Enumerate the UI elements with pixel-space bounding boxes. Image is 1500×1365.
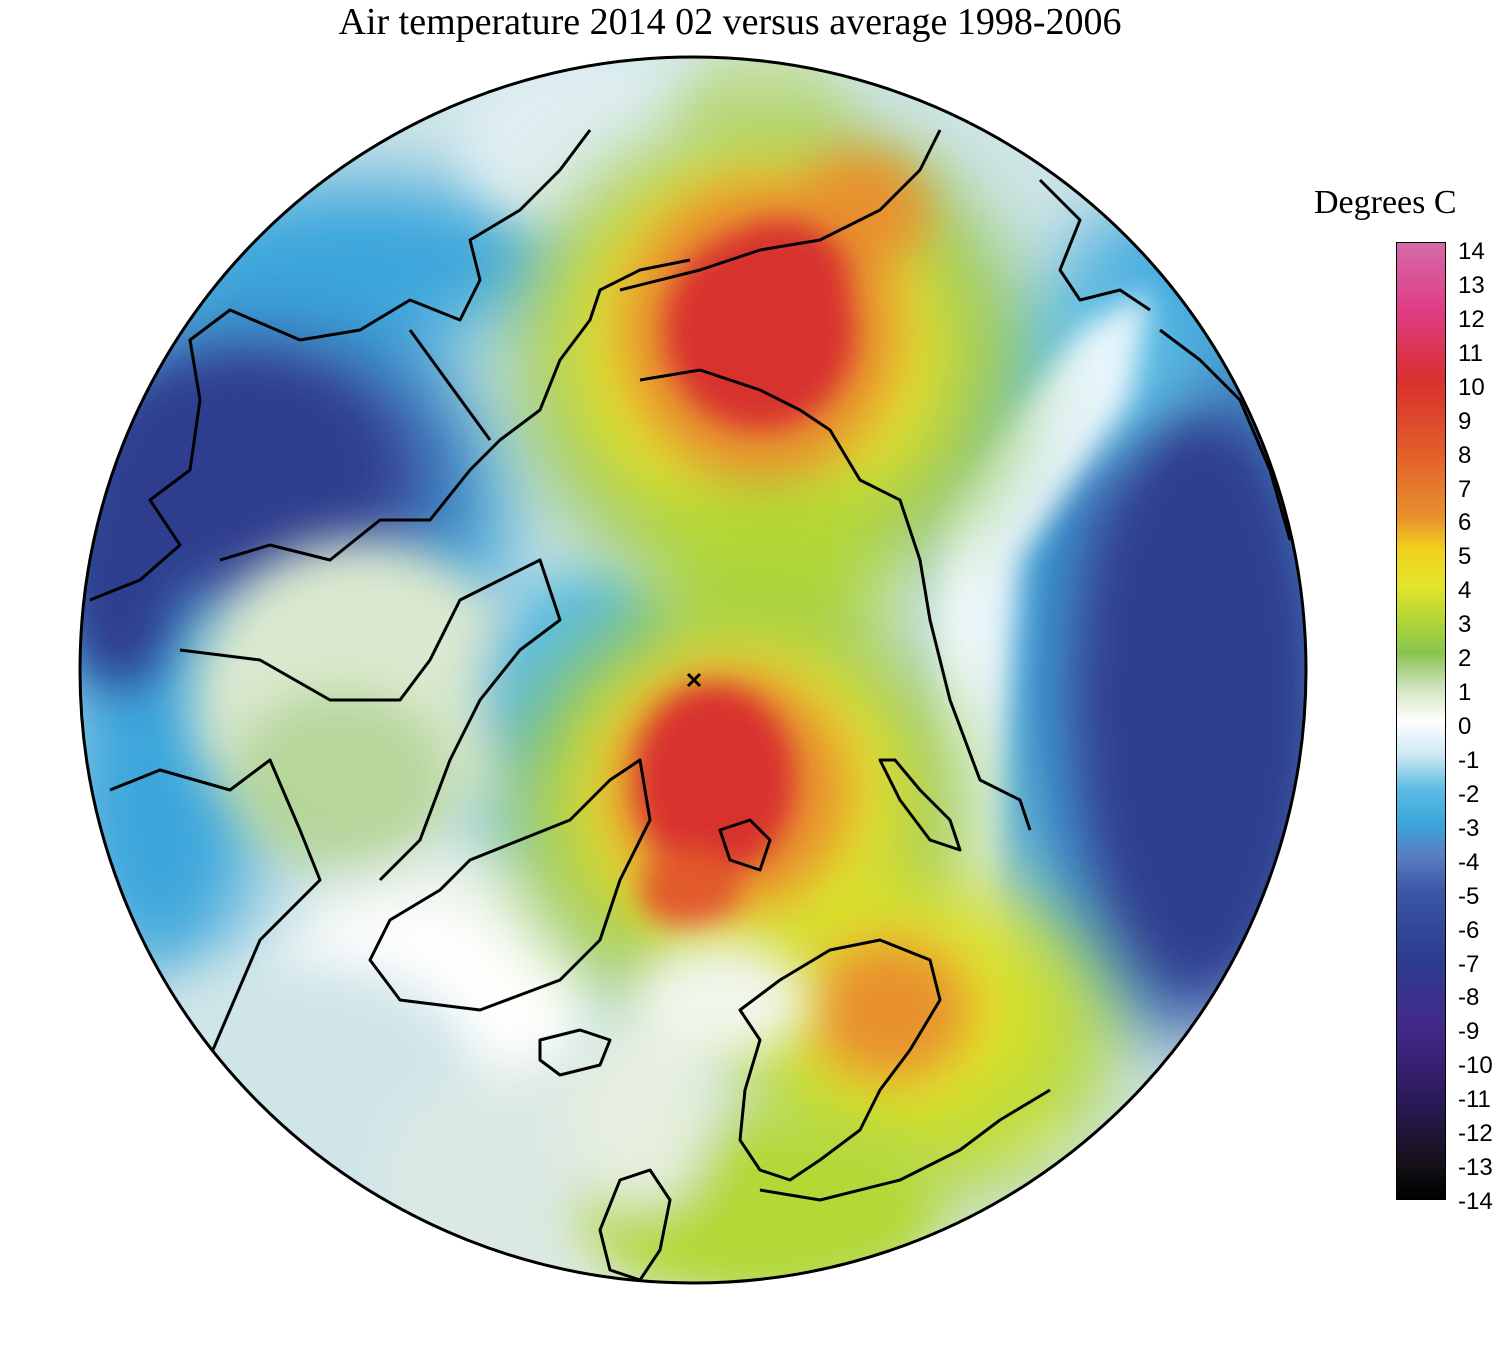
colorbar-tick-label: 10 bbox=[1458, 373, 1485, 401]
coastline-canada-north bbox=[219, 258, 691, 562]
coastline-novaya-zemlya bbox=[878, 758, 962, 852]
colorbar-tick-label: -12 bbox=[1458, 1120, 1493, 1148]
colorbar-tick-label: -11 bbox=[1458, 1086, 1491, 1114]
anomaly-field bbox=[80, 57, 1306, 1283]
colorbar-tick-label: 4 bbox=[1458, 577, 1472, 605]
colorbar-tick-label: 6 bbox=[1458, 509, 1472, 537]
colorbar bbox=[1396, 242, 1446, 1200]
north-pole-marker bbox=[686, 672, 702, 688]
colorbar-tick-label: 3 bbox=[1458, 611, 1472, 639]
coastline-greenland bbox=[368, 758, 652, 1012]
coastlines bbox=[89, 129, 1292, 1282]
colorbar-tick-label: -10 bbox=[1458, 1052, 1493, 1080]
colorbar-tick-label: 1 bbox=[1458, 679, 1472, 707]
colorbar-tick-label: -2 bbox=[1458, 780, 1480, 808]
colorbar-tick-label: 0 bbox=[1458, 713, 1472, 740]
border-canada-us bbox=[408, 329, 492, 441]
coastline-asia-pacific bbox=[1159, 328, 1292, 541]
coastline-hudson-bay bbox=[109, 758, 322, 1081]
coastline-canadian-arctic bbox=[179, 558, 562, 882]
coastline-svalbard bbox=[718, 818, 772, 872]
colorbar-tick-label: -1 bbox=[1458, 746, 1480, 774]
colorbar-tick-label: 2 bbox=[1458, 645, 1472, 673]
colorbar-tick-label: -7 bbox=[1458, 950, 1480, 978]
colorbar-tick-label: 8 bbox=[1458, 441, 1472, 469]
colorbar-tick-label: -6 bbox=[1458, 916, 1480, 944]
colorbar-tick-label: -8 bbox=[1458, 984, 1480, 1012]
coastline-alaska bbox=[89, 129, 592, 602]
colorbar-tick-label: 14 bbox=[1458, 238, 1485, 265]
colorbar-tick-label: 5 bbox=[1458, 543, 1472, 571]
map-boundary bbox=[78, 55, 1308, 1285]
coastline-iceland bbox=[538, 1028, 612, 1077]
colorbar-tick-label: -9 bbox=[1458, 1018, 1480, 1046]
coastline-scandinavia bbox=[738, 938, 942, 1182]
colorbar-title: Degrees C bbox=[1314, 184, 1457, 221]
colorbar-tick-label: -3 bbox=[1458, 814, 1480, 842]
colorbar-tick-label: -5 bbox=[1458, 882, 1480, 910]
chart-title: Air temperature 2014 02 versus average 1… bbox=[338, 1, 1122, 43]
colorbar-tick-label: -14 bbox=[1458, 1188, 1493, 1215]
coastline-british-isles bbox=[598, 1168, 672, 1282]
colorbar-tick-label: 7 bbox=[1458, 475, 1472, 503]
coastline-europe-mainland bbox=[759, 1088, 1051, 1202]
coastline-siberia-east bbox=[619, 129, 942, 292]
colorbar-tick-label: -13 bbox=[1458, 1154, 1493, 1182]
colorbar-tick-label: 13 bbox=[1458, 271, 1485, 299]
colorbar-tick-label: 12 bbox=[1458, 305, 1485, 333]
colorbar-tick-label: 11 bbox=[1458, 339, 1483, 367]
coastline-kamchatka bbox=[1038, 178, 1151, 312]
coastline-russia-north bbox=[639, 368, 1032, 831]
colorbar-tick-label: -4 bbox=[1458, 848, 1480, 876]
colorbar-tick-label: 9 bbox=[1458, 407, 1472, 435]
